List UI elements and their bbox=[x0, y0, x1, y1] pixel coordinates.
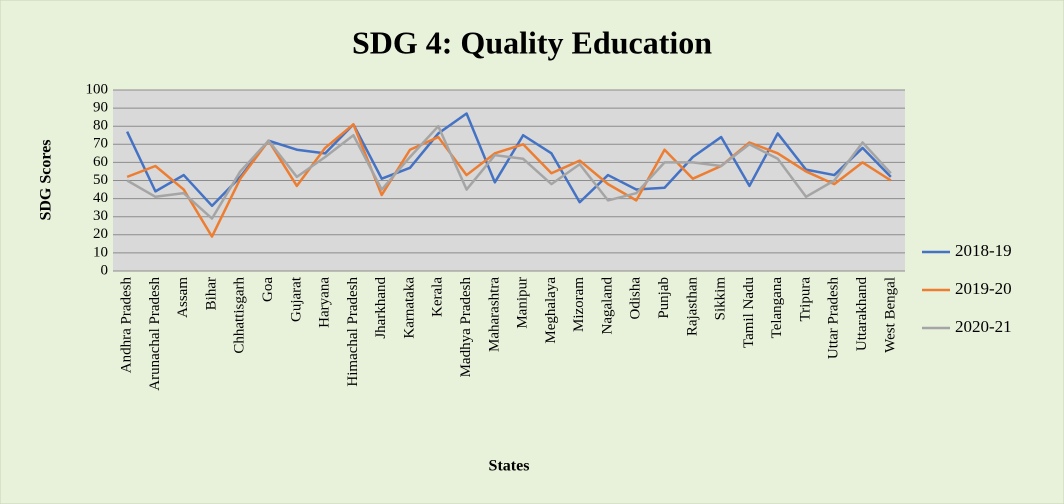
x-tick-label: Arunachal Pradesh bbox=[147, 277, 163, 391]
x-tick-label: Uttar Pradesh bbox=[826, 277, 842, 360]
y-tick-label: 30 bbox=[93, 208, 108, 224]
legend-label: 2018-19 bbox=[955, 241, 1012, 260]
y-tick-label: 40 bbox=[93, 190, 108, 206]
x-tick-label: Rajasthan bbox=[684, 277, 700, 337]
x-tick-label: Himachal Pradesh bbox=[345, 277, 361, 387]
x-axis-label: States bbox=[489, 458, 530, 475]
x-tick-label: Bihar bbox=[203, 277, 219, 310]
y-tick-label: 100 bbox=[86, 81, 109, 97]
chart-title: SDG 4: Quality Education bbox=[352, 24, 712, 60]
x-tick-label: Sikkim bbox=[713, 277, 729, 321]
x-tick-label: Andhra Pradesh bbox=[119, 277, 135, 374]
legend-label: 2019-20 bbox=[955, 279, 1012, 298]
x-tick-label: Punjab bbox=[656, 277, 672, 319]
x-tick-label: Telangana bbox=[769, 277, 785, 339]
y-tick-label: 10 bbox=[93, 244, 108, 260]
x-tick-label: Madhya Pradesh bbox=[458, 277, 474, 378]
y-tick-label: 70 bbox=[93, 136, 108, 152]
series-line bbox=[126, 123, 892, 238]
series-line bbox=[126, 124, 892, 220]
x-tick-label: Maharashtra bbox=[486, 277, 502, 352]
y-tick-label: 60 bbox=[93, 154, 108, 170]
x-tick-label: Uttarakhand bbox=[854, 277, 870, 352]
x-tick-label: Tamil Nadu bbox=[741, 277, 757, 349]
x-tick-label: Assam bbox=[175, 277, 191, 318]
x-tick-label: Tripura bbox=[797, 277, 813, 322]
x-tick-label: Chhattisgarh bbox=[232, 277, 248, 354]
x-tick-label: Nagaland bbox=[599, 277, 615, 335]
y-tick-label: 20 bbox=[93, 226, 108, 242]
y-tick-label: 0 bbox=[101, 262, 109, 278]
x-tick-label: West Bengal bbox=[882, 277, 898, 353]
x-tick-label: Goa bbox=[260, 277, 276, 302]
y-tick-label: 50 bbox=[93, 172, 108, 188]
x-tick-label: Odisha bbox=[628, 277, 644, 320]
x-tick-label: Haryana bbox=[317, 277, 333, 328]
x-tick-label: Karnataka bbox=[401, 277, 417, 339]
x-tick-label: Manipur bbox=[515, 277, 531, 329]
x-tick-label: Gujarat bbox=[288, 276, 304, 322]
y-axis-label: SDG Scores bbox=[38, 139, 55, 220]
x-tick-label: Mizoram bbox=[571, 277, 587, 332]
x-tick-label: Kerala bbox=[430, 277, 446, 317]
y-tick-label: 90 bbox=[93, 100, 108, 116]
x-tick-label: Jharkhand bbox=[373, 277, 389, 339]
legend-label: 2020-21 bbox=[955, 317, 1012, 336]
y-tick-label: 80 bbox=[93, 118, 108, 134]
x-tick-label: Meghalaya bbox=[543, 277, 559, 344]
